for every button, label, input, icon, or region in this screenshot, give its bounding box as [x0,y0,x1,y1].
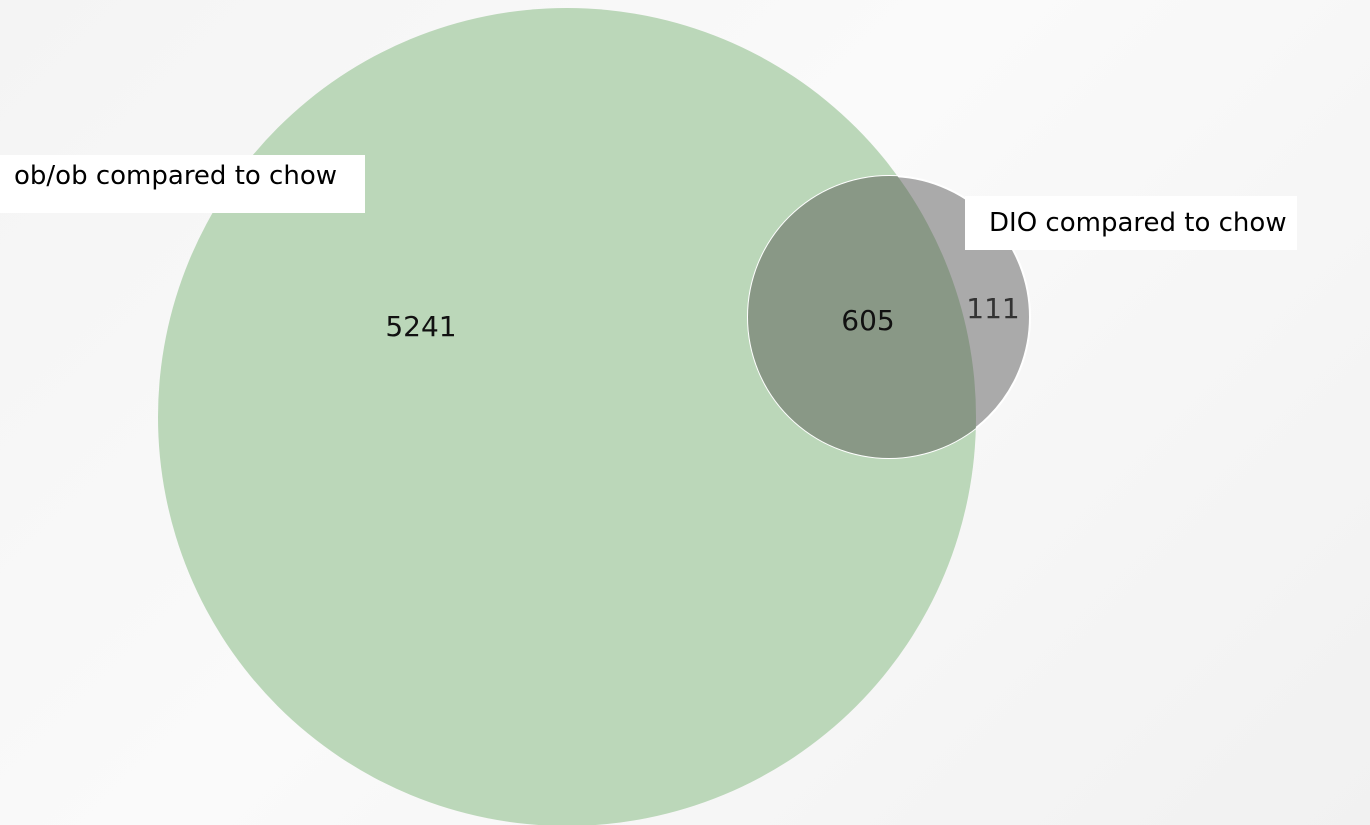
region-count-a-only: 5241 [385,310,456,343]
set-a-label: ob/ob compared to chow [0,155,366,213]
set-b-label: DIO compared to chow [965,196,1297,250]
region-count-b-only: 111 [966,292,1019,325]
region-count-overlap: 605 [841,304,894,337]
